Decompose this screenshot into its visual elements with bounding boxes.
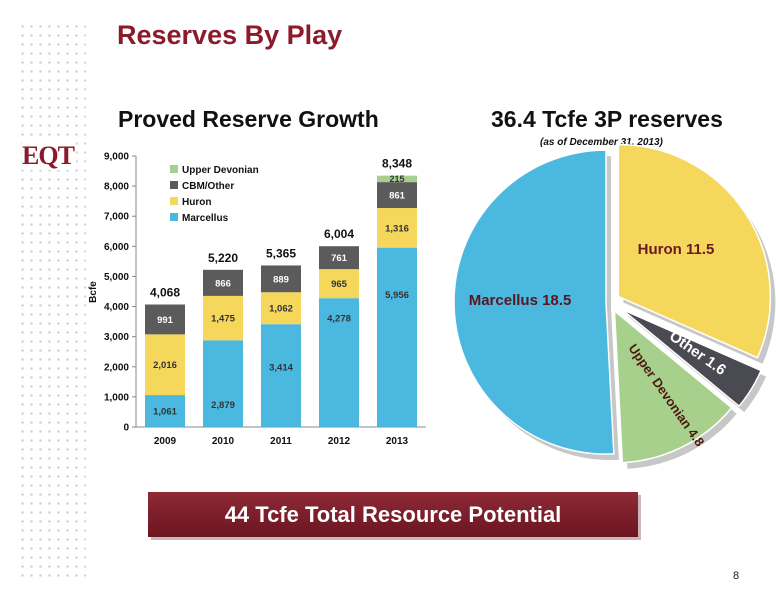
data-label: 1,475	[211, 314, 235, 325]
pie-label-huron: Huron 11.5	[638, 241, 715, 258]
y-tick-label: 3,000	[104, 332, 129, 343]
slide-title: Reserves By Play	[117, 20, 343, 50]
total-label: 8,348	[382, 157, 412, 171]
bar-segment	[377, 247, 417, 427]
eqt-logo: EQT	[22, 142, 76, 170]
bar-chart-title: Proved Reserve Growth	[118, 106, 379, 132]
legend-swatch	[170, 181, 178, 189]
pie-chart-subtitle: (as of December 31, 2013)	[540, 137, 663, 148]
legend-label: CBM/Other	[182, 181, 234, 192]
data-label: 3,414	[269, 362, 293, 373]
pie-label-marcellus: Marcellus 18.5	[469, 292, 572, 309]
data-label: 5,956	[385, 290, 409, 301]
x-tick-label: 2009	[154, 436, 177, 447]
x-tick-label: 2011	[270, 436, 292, 447]
bar-segment	[145, 304, 185, 335]
legend-label: Upper Devonian	[182, 165, 259, 176]
data-label: 866	[215, 278, 231, 289]
legend-swatch	[170, 197, 178, 205]
y-tick-label: 8,000	[104, 182, 129, 193]
pie-chart-title: 36.4 Tcfe 3P reserves	[491, 106, 723, 132]
data-label: 2,016	[153, 360, 177, 371]
legend-label: Marcellus	[182, 213, 229, 224]
resource-potential-banner: 44 Tcfe Total Resource Potential	[148, 492, 638, 537]
data-label: 4,278	[327, 313, 351, 324]
data-label: 861	[389, 191, 406, 202]
pie-slice	[613, 309, 733, 464]
bar-segment	[261, 292, 301, 325]
x-tick-label: 2013	[386, 436, 409, 447]
data-label: 761	[331, 253, 348, 264]
data-label: 991	[157, 315, 174, 326]
bar-segment	[145, 395, 185, 427]
total-label: 4,068	[150, 286, 180, 300]
bar-segment	[203, 295, 243, 341]
bar-segment	[377, 175, 417, 183]
pie-slice	[617, 143, 772, 359]
bar-segment	[319, 246, 359, 270]
y-tick-label: 7,000	[104, 212, 129, 223]
data-label: 215	[389, 174, 404, 184]
legend-label: Huron	[182, 197, 211, 208]
y-tick-label: 5,000	[104, 272, 129, 283]
data-label: 1,061	[153, 407, 177, 418]
total-label: 5,365	[266, 246, 296, 260]
data-label: 1,062	[269, 304, 293, 315]
dot-pattern	[18, 22, 86, 582]
y-tick-label: 4,000	[104, 302, 129, 313]
y-tick-label: 0	[123, 423, 129, 434]
legend-swatch	[170, 165, 178, 173]
x-tick-label: 2012	[328, 436, 351, 447]
pie-slice	[621, 308, 763, 408]
bar-segment	[261, 265, 301, 293]
bar-segment	[203, 340, 243, 427]
bar-segment	[377, 182, 417, 209]
bar-segment	[203, 269, 243, 296]
data-label: 1,316	[385, 223, 409, 234]
data-label: 965	[331, 279, 348, 290]
bar-segment	[145, 334, 185, 396]
y-tick-label: 1,000	[104, 392, 129, 403]
data-label: 889	[273, 274, 289, 285]
y-axis-label: Bcfe	[88, 281, 99, 303]
total-label: 6,004	[324, 227, 354, 241]
bar-segment	[319, 269, 359, 299]
total-label: 5,220	[208, 251, 238, 265]
pie-slice	[453, 149, 615, 455]
y-tick-label: 2,000	[104, 362, 129, 373]
data-label: 2,879	[211, 400, 235, 411]
page-number: 8	[733, 570, 740, 582]
y-tick-label: 9,000	[104, 152, 129, 163]
bar-segment	[377, 208, 417, 248]
bar-segment	[261, 324, 301, 427]
x-tick-label: 2010	[212, 436, 235, 447]
legend-swatch	[170, 213, 178, 221]
y-tick-label: 6,000	[104, 242, 129, 253]
bar-segment	[319, 298, 359, 427]
